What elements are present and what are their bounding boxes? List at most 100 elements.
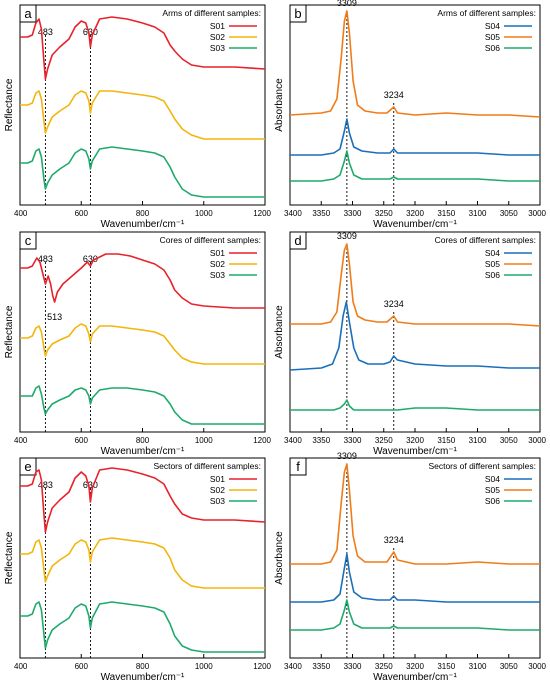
panel-label: c (25, 233, 32, 248)
x-axis-label: Wavenumber/cm⁻¹ (101, 446, 185, 457)
x-tick-label: 3250 (375, 209, 393, 218)
x-tick-label: 3400 (284, 209, 302, 218)
x-tick-label: 3150 (437, 436, 455, 445)
x-tick-label: 1200 (253, 436, 271, 445)
peak-annotation: 630 (83, 480, 98, 490)
chart-title: Arms of different samples: (162, 8, 261, 18)
legend-label: S03 (210, 43, 225, 53)
x-tick-label: 3150 (437, 662, 455, 671)
peak-annotation: 483 (38, 27, 53, 37)
x-tick-label: 3400 (284, 436, 302, 445)
legend-label: S01 (210, 248, 225, 258)
y-axis-label: Reflectance (4, 531, 15, 584)
x-tick-label: 3050 (500, 436, 518, 445)
panel-label-box (19, 4, 37, 23)
legend-label: S04 (485, 21, 500, 31)
legend-label: S04 (485, 474, 500, 484)
panel-label-box (289, 231, 307, 250)
x-tick-label: 3050 (500, 209, 518, 218)
legend-label: S06 (485, 43, 500, 53)
x-tick-label: 1200 (253, 209, 271, 218)
plot-frame (19, 4, 266, 206)
panel-f: 3400 3350 3300 3250 3200 3150 3100 3050 3000 Wave… (274, 451, 547, 683)
series-line-s01 (20, 467, 266, 533)
peak-annotation: 630 (83, 27, 98, 37)
panel-c: 400 600 800 1000 1200 Wavenumber/cm⁻¹ Reflecta… (4, 231, 272, 457)
series-line-s04 (289, 301, 540, 371)
series-line-s03 (20, 385, 265, 425)
legend-label: S02 (210, 259, 225, 269)
x-tick-label: 600 (75, 209, 89, 218)
x-tick-label: 600 (75, 436, 89, 445)
series-line-s02 (20, 90, 265, 140)
panel-label: e (24, 459, 31, 474)
legend-label: S02 (210, 32, 225, 42)
peak-annotation: 630 (83, 254, 98, 264)
panel-a: 400 600 800 1000 1200 Wavenumber/cm⁻¹ Reflecta… (4, 4, 272, 230)
panel-label-box (289, 457, 307, 476)
legend-label: S06 (485, 496, 500, 506)
series-line-s03 (20, 146, 265, 198)
x-tick-label: 3400 (284, 662, 302, 671)
x-tick-label: 3300 (344, 662, 362, 671)
panel-label: d (294, 233, 301, 248)
legend-label: S01 (210, 21, 225, 31)
peak-annotation: 483 (38, 254, 53, 264)
chart-title: Cores of different samples: (160, 235, 261, 245)
peak-annotation: 3234 (384, 535, 404, 545)
x-tick-label: 3350 (312, 209, 330, 218)
peak-annotation: 513 (47, 312, 62, 322)
series-line-s06 (290, 399, 540, 411)
x-tick-label: 3250 (375, 436, 393, 445)
x-tick-label: 3050 (500, 662, 518, 671)
x-tick-label: 3100 (469, 662, 487, 671)
x-tick-label: 800 (136, 662, 150, 671)
panel-b: 3400 3350 3300 3250 3200 3150 3100 3050 3000 Wave… (274, 0, 547, 230)
x-tick-label: 1000 (195, 662, 213, 671)
x-tick-label: 3300 (344, 436, 362, 445)
panel-label: a (24, 6, 32, 21)
x-tick-label: 1000 (195, 436, 213, 445)
peak-annotation: 483 (38, 480, 53, 490)
x-tick-label: 1000 (195, 209, 213, 218)
panel-label-box (19, 231, 37, 250)
x-tick-label: 400 (14, 209, 28, 218)
y-axis-label: Absorbance (274, 305, 285, 359)
series-line-s05 (290, 243, 541, 327)
panel-e: 400 600 800 1000 1200 Wavenumber/cm⁻¹ Reflecta… (4, 457, 272, 683)
x-tick-label: 3250 (375, 662, 393, 671)
legend-label: S05 (485, 32, 500, 42)
x-axis-label: Wavenumber/cm⁻¹ (101, 672, 185, 683)
x-tick-label: 800 (136, 436, 150, 445)
series-line-s05 (289, 10, 541, 118)
peak-annotation: 3234 (384, 90, 404, 100)
x-tick-label: 3100 (469, 436, 487, 445)
y-axis-label: Reflectance (4, 78, 15, 131)
x-tick-label: 3200 (406, 662, 424, 671)
series-line-s02 (20, 537, 265, 589)
series-line-s06 (290, 150, 540, 182)
legend-label: S06 (485, 270, 500, 280)
x-tick-label: 3350 (312, 436, 330, 445)
x-tick-label: 3000 (528, 436, 546, 445)
y-axis-label: Reflectance (4, 305, 15, 358)
chart-title: Sectors of different samples: (428, 461, 536, 471)
series-line-s04 (290, 118, 540, 156)
x-tick-label: 800 (136, 209, 150, 218)
chart-title: Sectors of different samples: (153, 461, 261, 471)
panel-label: b (294, 6, 301, 21)
panel-d: 3400 3350 3300 3250 3200 3150 3100 3050 3000 Wave… (274, 231, 547, 457)
x-tick-label: 3150 (437, 209, 455, 218)
peak-annotation: 3309 (337, 0, 357, 8)
x-tick-label: 3100 (469, 209, 487, 218)
legend-label: S05 (485, 259, 500, 269)
peak-annotation: 3309 (337, 451, 357, 461)
x-tick-label: 3000 (528, 209, 546, 218)
x-tick-label: 3200 (406, 209, 424, 218)
series-line-s01 (20, 253, 265, 309)
x-tick-label: 3350 (312, 662, 330, 671)
plot-frame (289, 231, 541, 433)
legend-label: S02 (210, 485, 225, 495)
chart-title: Cores of different samples: (435, 235, 536, 245)
